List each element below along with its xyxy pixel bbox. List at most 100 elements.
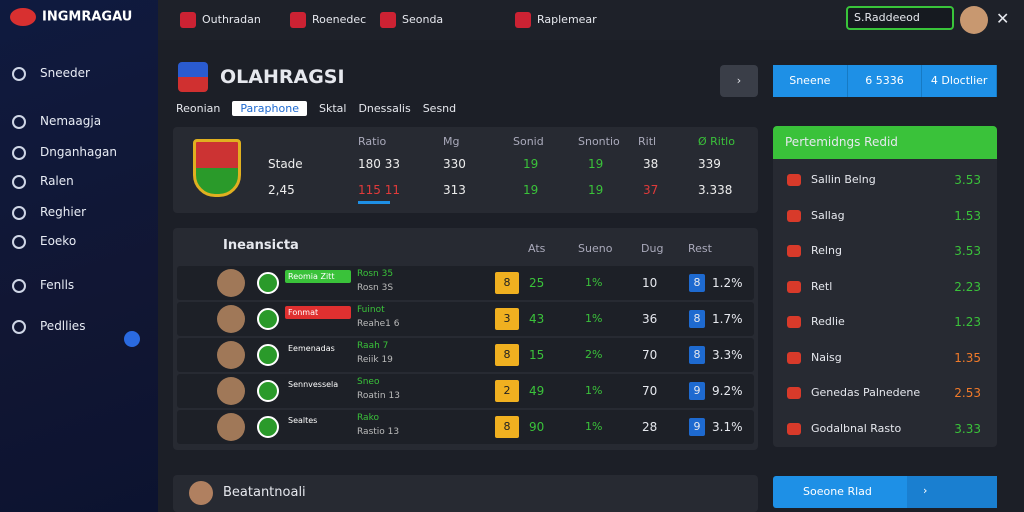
player-sub: Rastio 13 [357,427,400,437]
ranking-row[interactable]: Godalbnal Rasto 3.33 [777,413,993,445]
bottom-arrow[interactable]: › [907,476,997,508]
ranking-row[interactable]: Redlie 1.23 [777,306,993,338]
player-name: Sneo [357,377,380,387]
player-sub: Reiik 19 [357,355,393,365]
sub-tab[interactable]: Sktal [318,102,347,115]
stat-value: 180 33 [358,157,400,171]
stat-value: 19 [588,157,604,171]
value-d: 1.7% [712,312,743,326]
list-column: Rest [688,242,712,255]
sidebar-item[interactable]: Eoeko [12,234,76,249]
tab-icon [380,12,396,28]
ranking-name: Sallin Belng [811,173,876,186]
player-avatar [217,341,245,369]
rank-badge: 8 [495,416,519,438]
pct-badge: 8 [689,310,705,328]
ranking-row[interactable]: Sallag 1.53 [777,200,993,232]
tab-icon [180,12,196,28]
value-b: 1% [585,276,603,289]
stat-value: Stade [268,157,303,171]
team-name: OLAHRAGSI [220,66,345,88]
top-tab[interactable]: Roenedec [290,12,366,28]
ranking-value: 3.53 [954,244,981,258]
sidebar-dot [124,331,140,347]
sub-tab[interactable]: Sesnd [422,102,457,115]
club-badge [257,344,279,366]
ranking-row[interactable]: Naisg 1.35 [777,342,993,374]
stat-header: Ratio [358,135,387,148]
value-b: 1% [585,420,603,433]
ranking-value: 3.33 [954,421,981,436]
sidebar-item[interactable]: Ralen [12,174,74,189]
list-row[interactable]: Sennvessela Sneo Roatin 13 2 49 1% 70 9 9.2% [177,374,754,408]
ranking-row[interactable]: Retl 2.23 [777,271,993,303]
sidebar-label: Reghier [40,205,87,219]
ranking-row[interactable]: Relng 3.53 [777,235,993,267]
sub-tabs: Reonian Paraphone Sktal Dnessalis Sesnd [176,101,456,116]
rank-badge: 8 [495,272,519,294]
club-badge [257,272,279,294]
close-button[interactable]: ✕ [996,9,1010,28]
club-badge [257,308,279,330]
avatar[interactable] [960,6,988,34]
sidebar-label: Fenlls [40,278,75,292]
ranking-row[interactable]: Genedas Palnedene 2.53 [777,377,993,409]
sub-tab[interactable]: Dnessalis [358,102,411,115]
sidebar-item[interactable]: Reghier [12,205,86,220]
stat-value: 313 [443,183,466,197]
ranking-icon [787,422,801,435]
top-tab[interactable]: Raplemear [515,12,597,28]
sidebar-label: Sneeder [40,66,90,80]
sidebar-item[interactable]: Sneeder [12,66,90,81]
ranking-name: Relng [811,244,842,257]
value-a: 43 [529,312,545,326]
sidebar-item[interactable]: Dnganhagan [12,145,117,160]
ranking-name: Redlie [811,315,845,328]
club-badge [257,416,279,438]
player-sub: Roatin 13 [357,391,400,401]
top-tab[interactable]: Seonda [380,12,443,28]
pct-badge: 8 [689,346,705,364]
player-avatar [217,377,245,405]
action-button[interactable]: Sneene [773,65,848,97]
list-row[interactable]: Sealtes Rako Rastio 13 8 90 1% 28 9 3.1% [177,410,754,444]
ranking-value: 2.23 [954,279,981,294]
sub-tab[interactable]: Reonian [176,102,221,115]
player-tag: Eemenadas [285,342,351,355]
logo[interactable]: INGMRAGAU [10,8,132,26]
next-button[interactable]: › [720,65,758,97]
sidebar-item[interactable]: Fenlls [12,278,74,293]
list-row[interactable]: Fonmat Fuinot Reahe1 6 3 43 1% 36 8 1.7% [177,302,754,336]
sidebar-item[interactable]: Pedllies [12,319,85,334]
search-box[interactable]: S.Raddeeod [846,6,954,30]
bottom-button[interactable]: Soeone Rlad [773,476,907,508]
ranking-panel: Pertemidngs Redid Sallin Belng 3.53 Sallag… [773,126,997,447]
top-tab[interactable]: Outhradan [180,12,261,28]
list-column: Sueno [578,242,613,255]
action-button[interactable]: 6 5336 [847,65,923,97]
ranking-row[interactable]: Sallin Belng 3.53 [777,164,993,196]
stat-header: Sonid [513,135,544,148]
sub-tab[interactable]: Paraphone [232,101,307,116]
stat-value: 330 [443,157,466,171]
bottom-panel: Beatantnoali [173,475,758,512]
action-button[interactable]: 4 Dloctlier [922,65,998,97]
list-row[interactable]: Reomia Zitt Rosn 35 Rosn 3S 8 25 1% 10 8 1.2% [177,266,754,300]
sidebar-label: Dnganhagan [40,145,117,159]
stats-panel: Ratio Mg Sonid Snontio Ritl Ø Ritlo Stade 180 3… [173,127,758,213]
ranking-value: 2.53 [954,386,981,400]
tab-label: Seonda [402,13,444,26]
sidebar-label: Eoeko [40,234,77,248]
player-tag: Sennvessela [285,378,351,391]
team-logo [178,62,208,92]
sidebar-icon [12,319,26,334]
list-panel: Ineansicta Ats Sueno Dug Rest Reomia Zitt Ros… [173,228,758,450]
list-row[interactable]: Eemenadas Raah 7 Reiik 19 8 15 2% 70 8 3.3% [177,338,754,372]
sidebar-icon [12,66,26,81]
stat-value: 3.338 [698,183,733,197]
sidebar-item[interactable]: Nemaagja [12,114,101,129]
player-tag: Sealtes [285,414,351,427]
ranking-icon [787,209,801,222]
stat-value: 19 [523,183,539,197]
player-name: Raah 7 [357,341,389,351]
